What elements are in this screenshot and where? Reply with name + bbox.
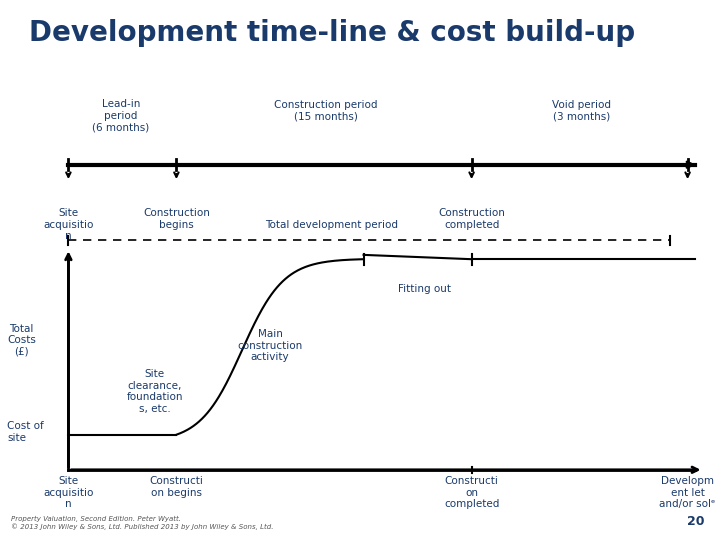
Text: Constructi
on begins: Constructi on begins [150,476,203,498]
Text: Site
acquisitio
n: Site acquisitio n [43,476,94,509]
Text: Fitting out: Fitting out [398,284,451,294]
Text: Construction period
(15 months): Construction period (15 months) [274,100,378,122]
Text: Property Valuation, Second Edition. Peter Wyatt.
© 2013 John Wiley & Sons, Ltd. : Property Valuation, Second Edition. Pete… [11,516,274,530]
Text: Site
acquisitio
n: Site acquisitio n [43,208,94,241]
Text: Site
clearance,
foundation
s, etc.: Site clearance, foundation s, etc. [127,369,183,414]
Text: Void period
(3 months): Void period (3 months) [552,100,611,122]
Text: Developm
ent let
and/or solᵉ: Developm ent let and/or solᵉ [660,476,716,509]
Text: Main
construction
activity: Main construction activity [238,329,302,362]
Text: Construction
begins: Construction begins [143,208,210,230]
Text: 20: 20 [687,515,704,528]
Text: Total development period: Total development period [265,219,397,230]
Text: Development time-line & cost build-up: Development time-line & cost build-up [29,19,635,47]
Text: Cost of
site: Cost of site [7,421,44,443]
Text: Total
Costs
(£): Total Costs (£) [7,323,36,357]
Text: Lead-in
period
(6 months): Lead-in period (6 months) [92,99,150,132]
Text: Construction
completed: Construction completed [438,208,505,230]
Text: Constructi
on
completed: Constructi on completed [444,476,499,509]
